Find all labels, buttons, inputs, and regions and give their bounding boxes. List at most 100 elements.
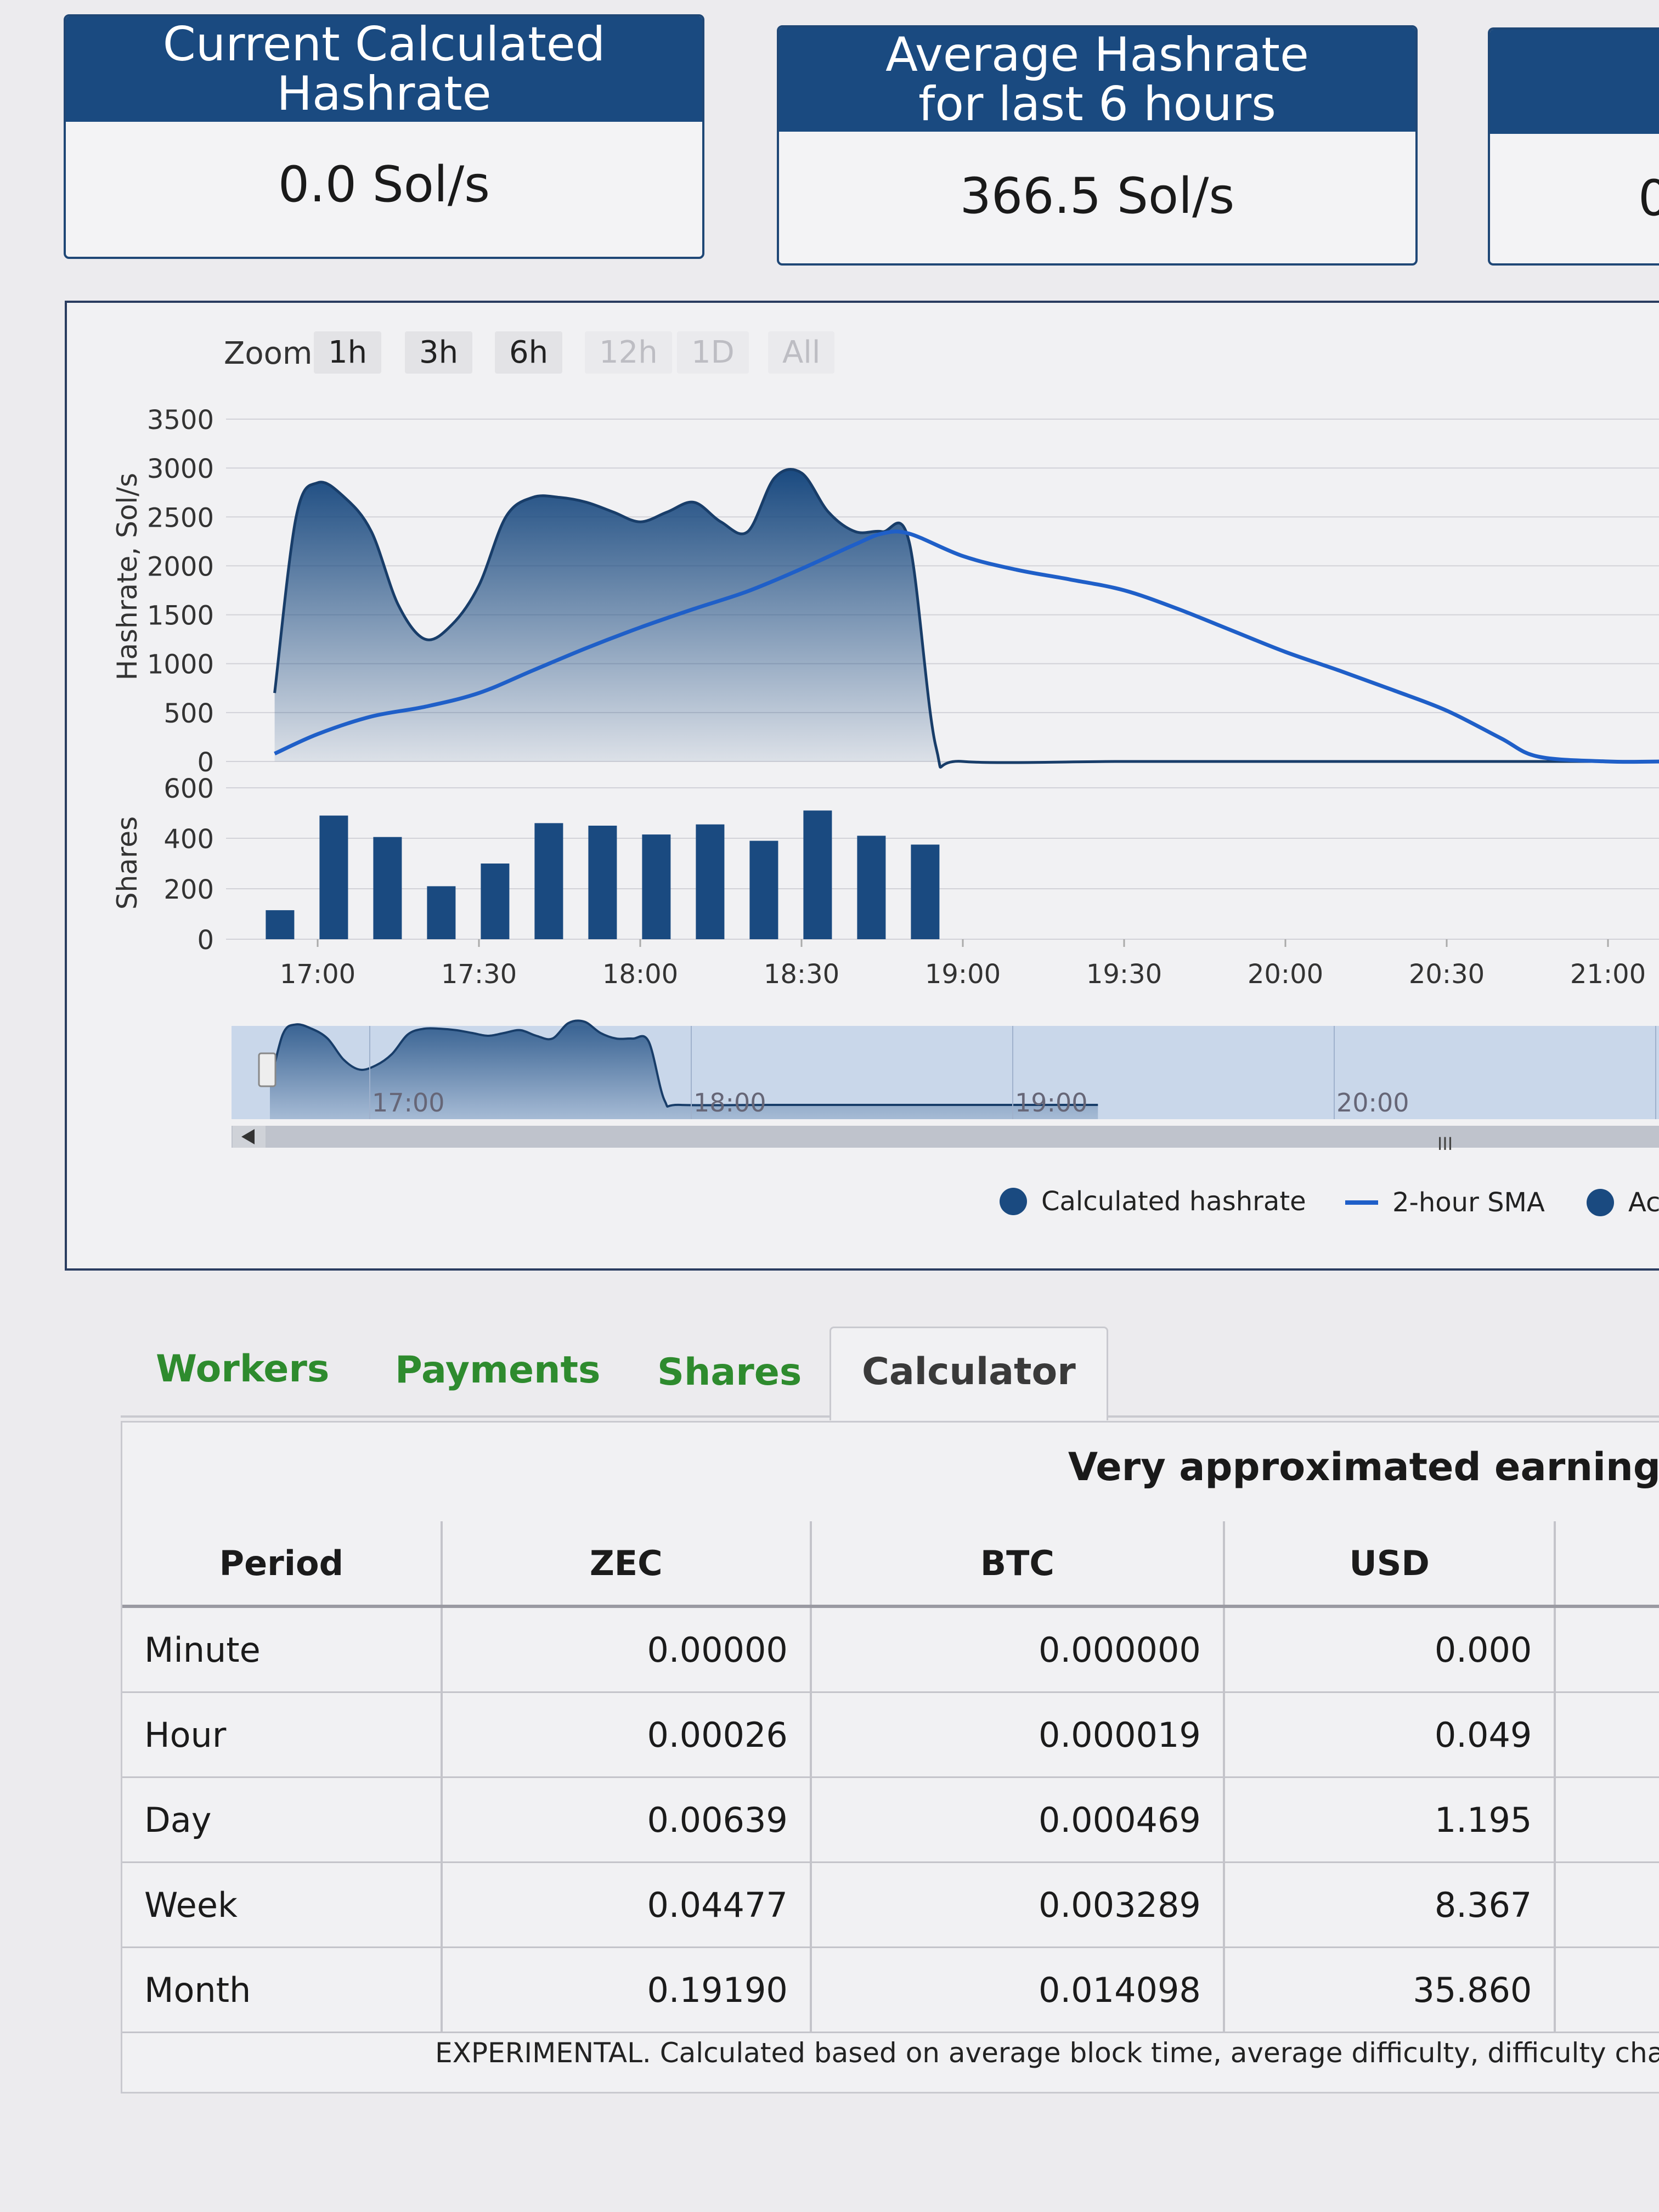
y-tick-label: 3500 (147, 405, 214, 436)
y-tick-label: 0 (197, 925, 214, 956)
x-tick-label: 19:00 (925, 959, 1001, 990)
zoom-12h-button[interactable]: 12h (585, 331, 672, 374)
extra-cell (1555, 1606, 1659, 1693)
y-tick-label: 3000 (147, 454, 214, 484)
tab-payments[interactable]: Payments (395, 1348, 601, 1392)
y-tick-label: 0 (197, 747, 214, 778)
tab-calculator[interactable]: Calculator (830, 1327, 1108, 1420)
stat-card-current-hashrate: Current Calculated Hashrate 0.0 Sol/s (64, 14, 704, 259)
shares-bar (266, 910, 295, 939)
shares-bar (319, 815, 348, 939)
y-tick-label: 1000 (147, 650, 214, 680)
shares-bar (696, 824, 725, 939)
calculator-panel: Very approximated earning Period ZEC BTC… (121, 1421, 1659, 2094)
zoom-1h-button[interactable]: 1h (314, 331, 382, 374)
tab-workers[interactable]: Workers (156, 1347, 330, 1391)
column-header-zec: ZEC (441, 1521, 812, 1608)
usd-cell: 35.860 (1223, 1947, 1556, 2033)
btc-cell: 0.000469 (810, 1777, 1225, 1863)
earnings-table: Period ZEC BTC USD Minute 0.00000 0.0000… (122, 1521, 1659, 2033)
navigator-tick-label: 20:00 (1336, 1088, 1409, 1118)
period-cell: Day (122, 1777, 443, 1863)
extra-cell (1555, 1692, 1659, 1778)
stat-card-average-hashrate: Average Hashrate for last 6 hours 366.5 … (777, 25, 1418, 266)
legend-line-icon (1345, 1200, 1378, 1205)
navigator-handle[interactable] (258, 1052, 276, 1087)
y-tick-label: 200 (163, 874, 214, 905)
shares-bar (588, 826, 617, 939)
x-tick-label: 17:30 (441, 959, 517, 990)
column-header-extra (1555, 1521, 1659, 1608)
zoom-all-button[interactable]: All (768, 331, 835, 374)
shares-bar (857, 836, 886, 939)
navigator-scrollbar[interactable] (232, 1126, 1659, 1148)
legend-dot-icon (1000, 1188, 1027, 1215)
table-row: Minute 0.00000 0.000000 0.000 (122, 1606, 1659, 1693)
card-title: Average Hashrate for last 6 hours (779, 27, 1415, 132)
x-tick-label: 17:00 (280, 959, 356, 990)
x-tick-label: 20:00 (1248, 959, 1323, 990)
card-title (1490, 30, 1659, 134)
legend-label: Calculated hashrate (1041, 1186, 1306, 1217)
scrollbar-grip-icon: III (1437, 1133, 1453, 1154)
extra-cell (1555, 1862, 1659, 1948)
shares-bar (911, 844, 940, 939)
zoom-label: Zoom (224, 336, 313, 371)
usd-cell: 0.000 (1223, 1606, 1556, 1693)
tab-shares[interactable]: Shares (657, 1351, 802, 1394)
x-tick-label: 18:00 (602, 959, 678, 990)
hashrate-area (274, 469, 1659, 768)
calculator-title: Very approximated earning (1068, 1444, 1659, 1489)
column-header-btc: BTC (810, 1521, 1225, 1608)
x-tick-label: 18:30 (764, 959, 839, 990)
navigator-tick-label: 17:00 (372, 1088, 445, 1118)
period-cell: Hour (122, 1692, 443, 1778)
column-header-period: Period (122, 1521, 443, 1608)
navigator-tick-label: 19:00 (1015, 1088, 1088, 1118)
period-cell: Month (122, 1947, 443, 2033)
zoom-3h-button[interactable]: 3h (405, 331, 473, 374)
legend-calculated-hashrate[interactable]: Calculated hashrate (1000, 1186, 1306, 1217)
table-header-row: Period ZEC BTC USD (122, 1521, 1659, 1608)
legend-label: Ac (1628, 1187, 1659, 1218)
usd-cell: 0.049 (1223, 1692, 1556, 1778)
period-cell: Minute (122, 1606, 443, 1693)
shares-bar (803, 810, 832, 939)
calculator-note: EXPERIMENTAL. Calculated based on averag… (435, 2037, 1659, 2069)
table-row: Hour 0.00026 0.000019 0.049 (122, 1692, 1659, 1778)
x-tick-label: 19:30 (1086, 959, 1162, 990)
zoom-1d-button[interactable]: 1D (677, 331, 749, 374)
shares-bar (373, 837, 402, 939)
column-header-usd: USD (1223, 1521, 1556, 1608)
y-tick-label: 600 (163, 774, 214, 804)
legend-ac[interactable]: Ac (1587, 1187, 1659, 1218)
shares-bar (534, 823, 563, 939)
chart-svg: 3500300025002000150010005000600400200017… (147, 405, 1659, 1154)
stat-card-partial: 0 (1488, 27, 1659, 266)
period-cell: Week (122, 1862, 443, 1948)
usd-cell: 1.195 (1223, 1777, 1556, 1863)
extra-cell (1555, 1947, 1659, 2033)
table-row: Day 0.00639 0.000469 1.195 (122, 1777, 1659, 1863)
shares-bar (427, 886, 456, 939)
card-value: 0.0 Sol/s (278, 156, 490, 213)
zoom-6h-button[interactable]: 6h (495, 331, 563, 374)
legend-2-hour-sma[interactable]: 2-hour SMA (1345, 1187, 1545, 1218)
card-value: 366.5 Sol/s (960, 167, 1235, 225)
hashrate-chart-panel: Zoom 1h 3h 6h 12h 1D All Hashrate, Sol/s… (65, 301, 1659, 1271)
y-tick-label: 400 (163, 824, 214, 855)
y-tick-label: 2500 (147, 503, 214, 533)
table-row: Week 0.04477 0.003289 8.367 (122, 1862, 1659, 1948)
card-value: 0 (1490, 134, 1659, 263)
legend-dot-icon (1587, 1189, 1614, 1216)
x-tick-label: 20:30 (1409, 959, 1485, 990)
legend-label: 2-hour SMA (1392, 1187, 1545, 1218)
sma-line (274, 529, 1659, 764)
zec-cell: 0.00000 (441, 1606, 812, 1693)
navigator-tick-label: 21: (1658, 1088, 1659, 1118)
btc-cell: 0.003289 (810, 1862, 1225, 1948)
scroll-left-arrow-icon (241, 1129, 255, 1144)
btc-cell: 0.000019 (810, 1692, 1225, 1778)
usd-cell: 8.367 (1223, 1862, 1556, 1948)
shares-bar (642, 834, 671, 939)
